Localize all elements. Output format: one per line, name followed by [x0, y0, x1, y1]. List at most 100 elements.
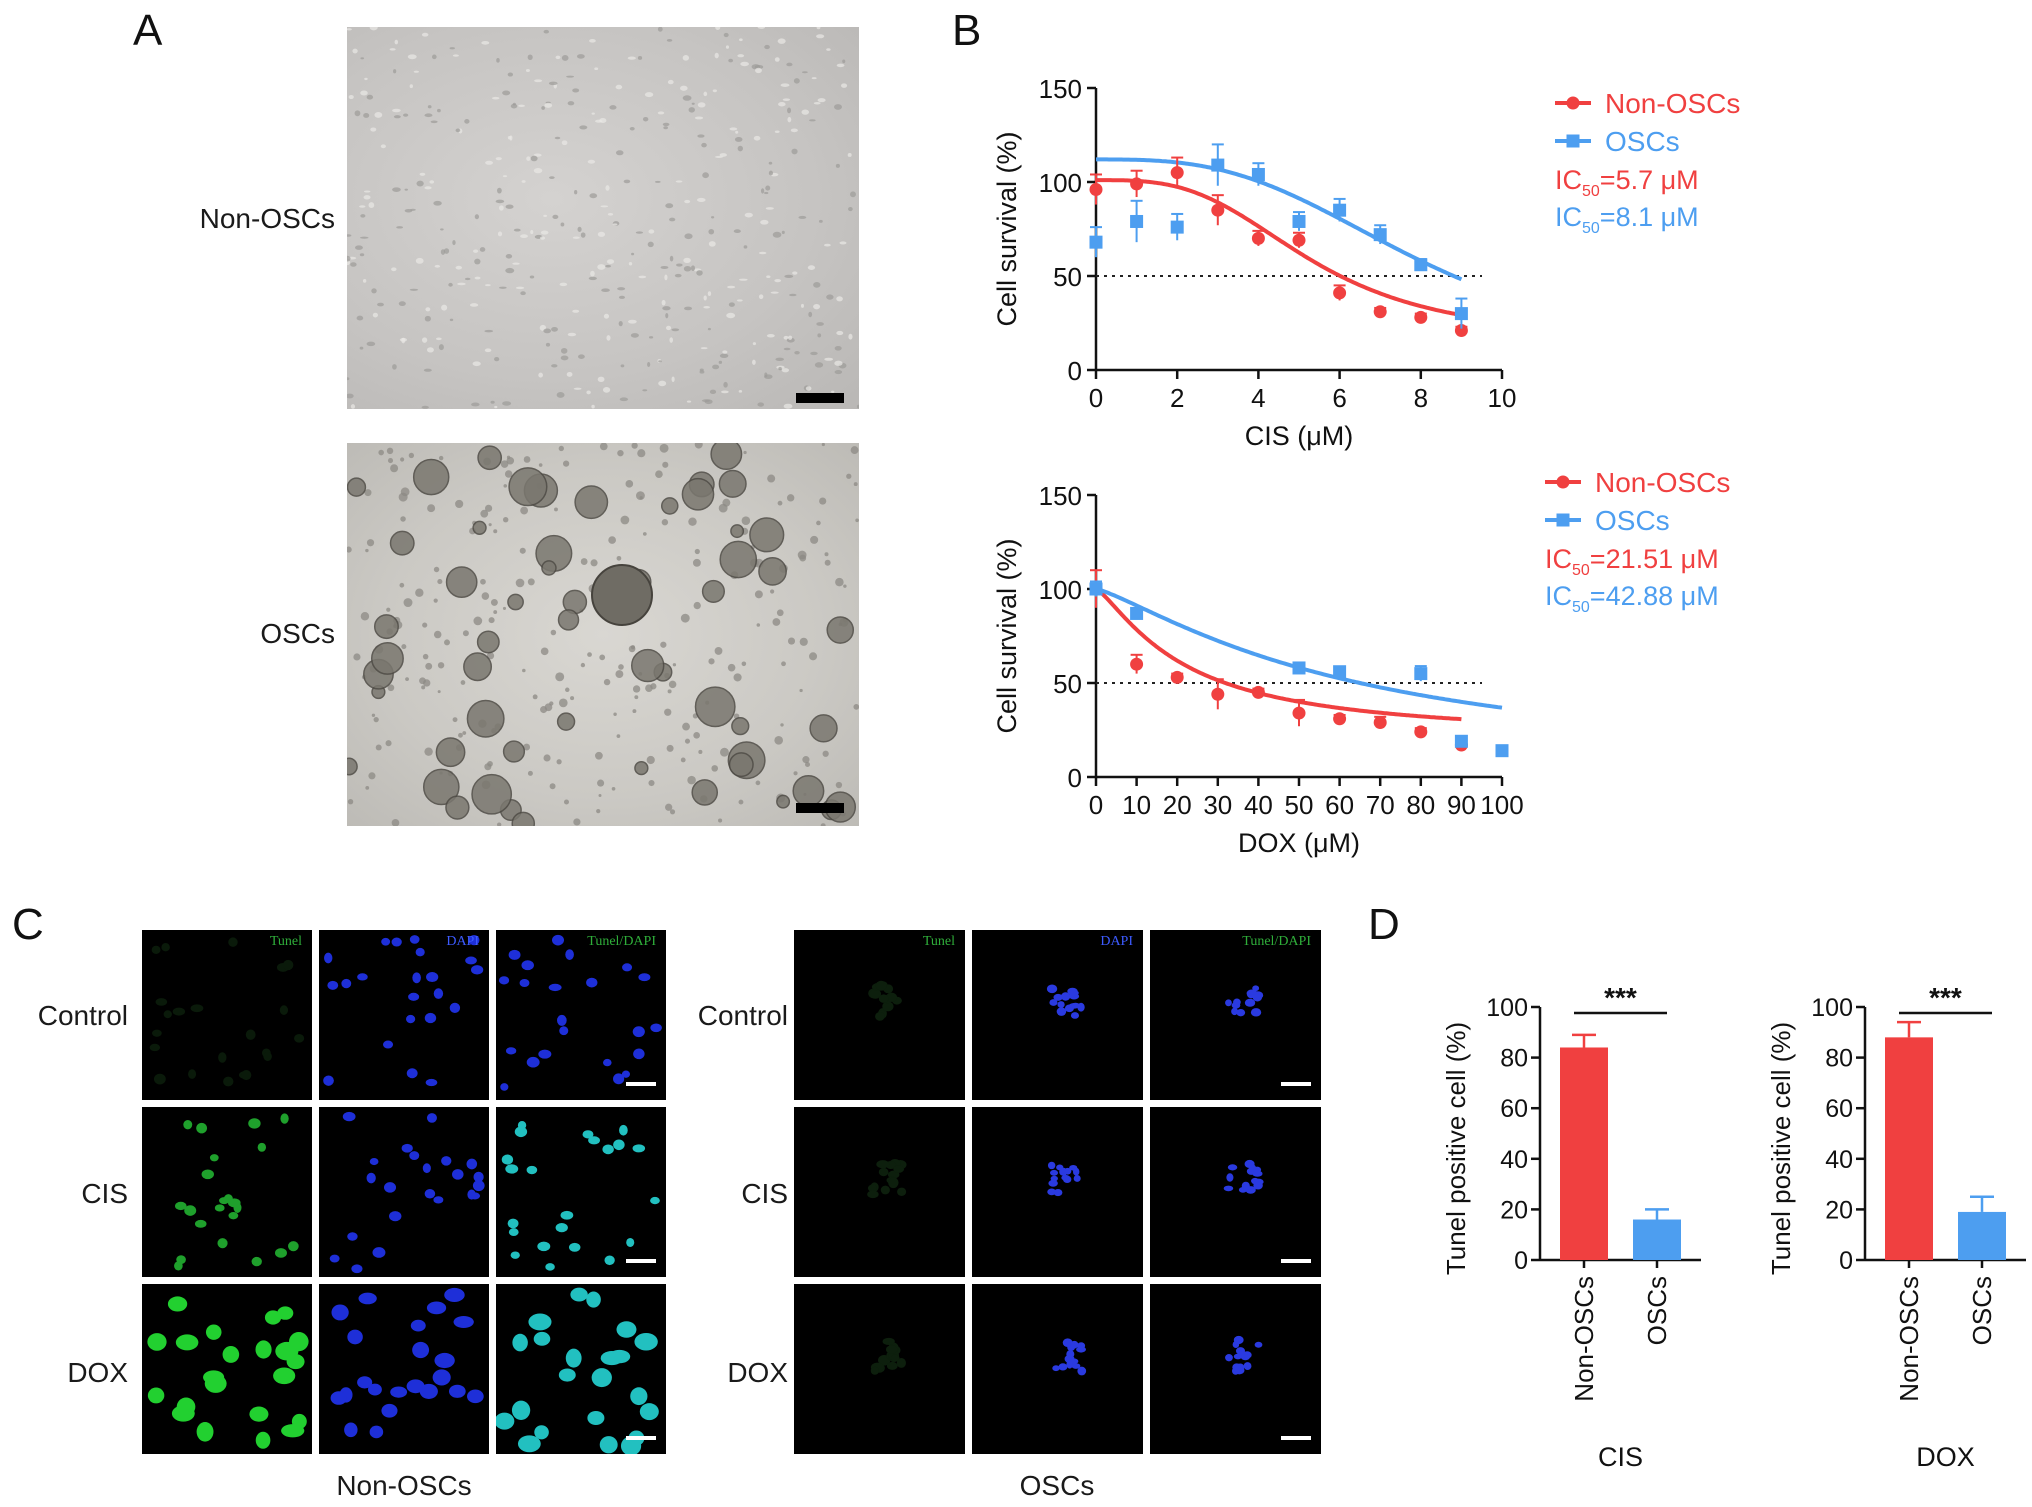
cell-speck: [672, 663, 677, 667]
x-tick-label: 2: [1170, 383, 1184, 413]
spheroid: [471, 773, 513, 815]
cell-speck: [810, 535, 819, 544]
cell-speck: [589, 39, 596, 43]
cell-speck: [493, 610, 498, 614]
data-point: [1373, 715, 1387, 729]
spheroid: [511, 811, 536, 826]
micrograph-oscs: [347, 443, 859, 826]
spheroid: [556, 712, 576, 731]
cell-speck: [424, 315, 431, 322]
cell-speck: [566, 75, 575, 78]
cell-speck: [485, 160, 493, 165]
fluorescence-cells: [174, 1113, 299, 1271]
cell-speck: [834, 345, 842, 351]
fluorescence-tile: [794, 1107, 965, 1277]
spheroid: [792, 774, 825, 807]
cell-speck: [359, 346, 364, 350]
cell-speck: [615, 150, 624, 156]
fluorescence-grid-oscs: Tunel DAPI Tunel/DAPI: [794, 930, 1321, 1455]
cell-speck: [452, 54, 459, 57]
cell-nucleus: [1047, 1188, 1057, 1196]
cell-nucleus: [582, 1130, 594, 1139]
fluorescence-cells: [1225, 1335, 1263, 1375]
cell-speck: [518, 104, 525, 107]
cell-nucleus: [1253, 1166, 1262, 1173]
cell-speck: [577, 226, 582, 232]
cell-speck: [734, 137, 743, 142]
cell-nucleus: [257, 1142, 267, 1152]
x-tick-label: Non-OSCs: [1569, 1276, 1599, 1402]
cell-nucleus: [538, 1049, 552, 1059]
cell-speck: [437, 579, 443, 585]
cell-speck: [628, 262, 633, 266]
cell-speck: [688, 107, 695, 113]
data-point: [1454, 307, 1468, 321]
cell-speck: [505, 254, 513, 259]
cell-speck: [586, 390, 591, 395]
y-tick-label: 150: [1039, 481, 1082, 511]
cell-nucleus: [896, 1357, 906, 1368]
cell-speck: [433, 598, 438, 603]
spheroid: [445, 566, 478, 598]
cell-nucleus: [885, 1345, 898, 1354]
cell-nucleus: [1073, 1175, 1081, 1182]
cell-nucleus: [1077, 1002, 1085, 1012]
cell-nucleus: [391, 937, 402, 947]
y-tick-label: 100: [1486, 994, 1528, 1022]
cell-nucleus: [893, 1165, 905, 1173]
cell-nucleus: [650, 1023, 662, 1033]
fluorescence-tile: [496, 1284, 666, 1454]
cell-nucleus: [630, 1387, 648, 1406]
cell-speck: [540, 647, 549, 656]
significance-label: ***: [1604, 982, 1637, 1013]
cell-speck: [801, 71, 808, 74]
cell-nucleus: [555, 1222, 568, 1233]
cell-speck: [488, 523, 492, 527]
cell-nucleus: [1050, 1175, 1058, 1182]
cell-speck: [502, 606, 507, 610]
cell-speck: [421, 405, 429, 409]
cell-nucleus: [412, 972, 421, 984]
cell-nucleus: [351, 1264, 363, 1274]
c-left-row-dox: DOX: [67, 1357, 128, 1388]
cell-nucleus: [639, 1403, 659, 1421]
cell-speck: [793, 771, 798, 776]
cell-speck: [701, 399, 710, 403]
micrograph-non-oscs: [347, 27, 859, 409]
cell-speck: [792, 271, 798, 275]
cell-speck: [600, 205, 609, 208]
cell-speck: [691, 265, 695, 272]
legend-label: OSCs: [1605, 126, 1680, 157]
cell-speck: [715, 27, 721, 31]
cell-speck: [393, 69, 397, 74]
cell-speck: [355, 245, 363, 250]
cell-speck: [359, 253, 365, 257]
cell-speck: [693, 601, 701, 610]
cell-nucleus: [406, 1014, 416, 1024]
spheroid: [574, 485, 609, 520]
cell-speck: [755, 67, 762, 74]
spheroid: [557, 609, 580, 631]
cell-speck: [775, 357, 784, 361]
cell-speck: [425, 307, 431, 312]
cell-nucleus: [1060, 992, 1071, 1001]
cell-nucleus: [1064, 1004, 1074, 1013]
cell-speck: [790, 128, 798, 133]
cell-speck: [638, 275, 647, 279]
cell-nucleus: [621, 1070, 630, 1078]
fluorescence-cells: [147, 1296, 309, 1449]
cell-speck: [530, 229, 534, 235]
cell-speck: [551, 326, 558, 332]
cell-speck: [490, 598, 498, 606]
cell-speck: [558, 445, 564, 452]
cell-speck: [782, 98, 791, 101]
cell-nucleus: [882, 1001, 894, 1012]
cell-nucleus: [277, 1306, 294, 1320]
cell-speck: [560, 355, 569, 361]
cell-speck: [513, 228, 521, 232]
cell-speck: [778, 367, 782, 371]
cell-speck: [597, 264, 606, 270]
cell-nucleus: [223, 1076, 234, 1087]
cell-speck: [784, 274, 794, 278]
cell-speck: [530, 155, 538, 162]
